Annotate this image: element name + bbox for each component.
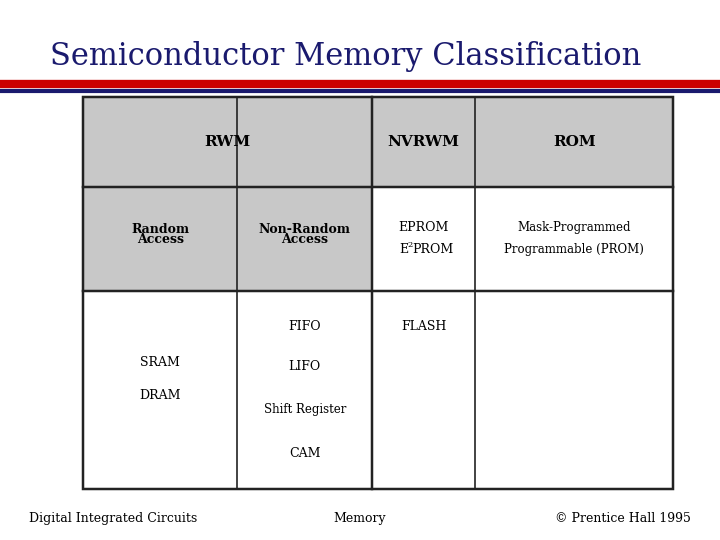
Text: E: E	[400, 244, 408, 256]
Text: NVRWM: NVRWM	[388, 135, 460, 149]
Text: FIFO: FIFO	[289, 320, 321, 333]
Text: Shift Register: Shift Register	[264, 403, 346, 416]
Text: © Prentice Hall 1995: © Prentice Hall 1995	[555, 512, 691, 525]
Text: Random: Random	[131, 223, 189, 236]
Text: EPROM: EPROM	[399, 221, 449, 234]
Text: CAM: CAM	[289, 447, 320, 460]
Text: Access: Access	[137, 233, 184, 246]
Text: LIFO: LIFO	[289, 360, 321, 373]
Bar	[83, 97, 673, 489]
Text: Mask-Programmed: Mask-Programmed	[518, 221, 631, 234]
Text: RWM: RWM	[204, 135, 251, 149]
Text: Semiconductor Memory Classification: Semiconductor Memory Classification	[50, 41, 642, 72]
Text: SRAM: SRAM	[140, 356, 180, 369]
Text: Memory: Memory	[333, 512, 387, 525]
Text: Digital Integrated Circuits: Digital Integrated Circuits	[29, 512, 197, 525]
Text: ROM: ROM	[553, 135, 595, 149]
Text: DRAM: DRAM	[140, 389, 181, 402]
Bar	[83, 97, 673, 187]
Text: PROM: PROM	[413, 244, 454, 256]
Text: FLASH: FLASH	[401, 320, 446, 333]
Text: Non-Random: Non-Random	[258, 223, 351, 236]
Text: Programmable (PROM): Programmable (PROM)	[505, 244, 644, 256]
Text: 2: 2	[408, 240, 413, 248]
Bar	[83, 187, 372, 291]
Text: Access: Access	[282, 233, 328, 246]
